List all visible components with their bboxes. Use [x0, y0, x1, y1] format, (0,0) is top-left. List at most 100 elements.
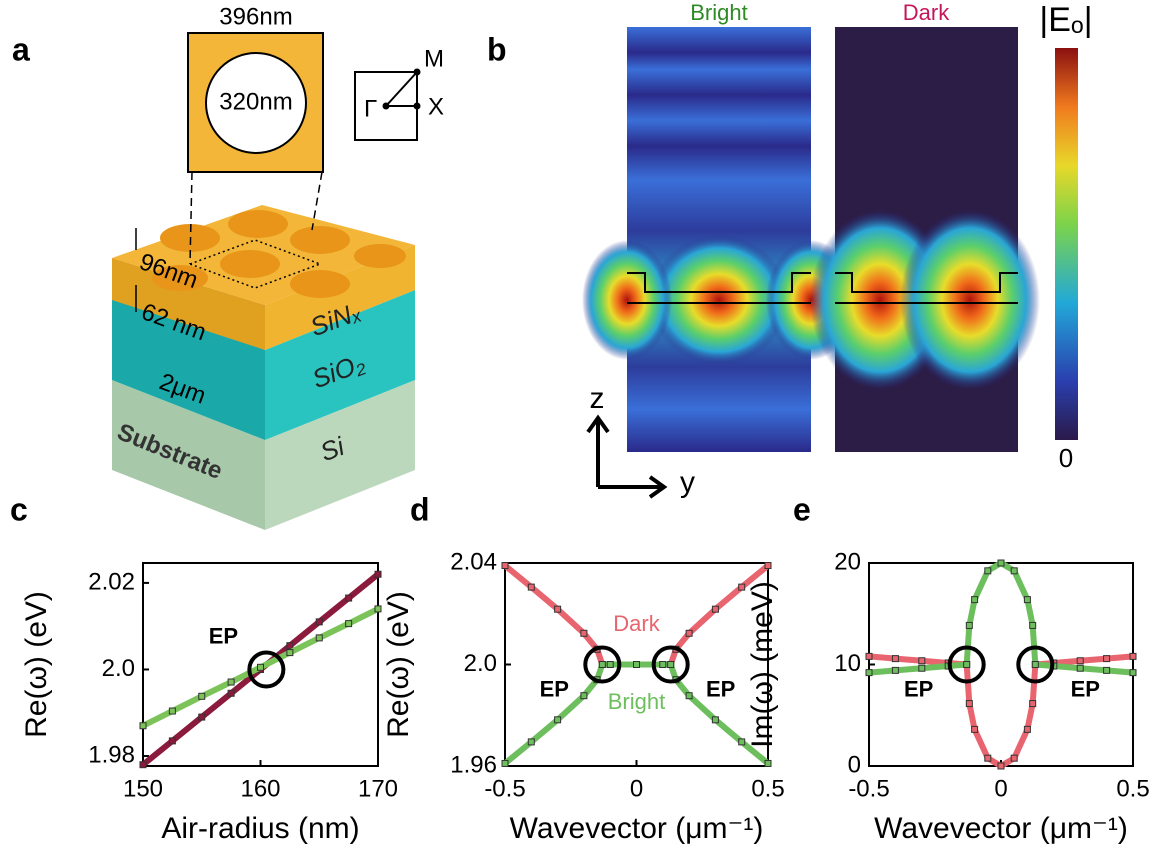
y-tick-label: 1.96 — [450, 751, 497, 778]
panel-letter: b — [487, 31, 507, 67]
series-marker — [198, 692, 206, 700]
series-marker — [374, 570, 382, 578]
series-marker — [971, 725, 979, 733]
ep-circle — [247, 650, 286, 689]
series-marker — [257, 663, 264, 671]
series-marker — [1129, 652, 1137, 660]
series-marker — [315, 634, 323, 642]
y-tick-label: 10 — [834, 650, 861, 677]
series-marker — [1023, 725, 1031, 733]
colorbar-label: |Eₒ| — [1039, 1, 1092, 39]
series-marker — [738, 583, 746, 591]
series-marker — [685, 692, 693, 700]
series-marker — [580, 692, 588, 700]
series-marker — [1103, 666, 1111, 674]
x-tick-label: 150 — [123, 775, 163, 802]
series-marker — [865, 669, 873, 677]
series-marker — [168, 737, 176, 745]
device-schematic — [112, 32, 421, 530]
plot-frame — [868, 562, 1134, 767]
series-marker — [963, 661, 971, 668]
series-marker — [168, 707, 176, 715]
series-marker — [606, 661, 614, 668]
series-marker — [764, 562, 772, 570]
series-marker — [345, 620, 353, 628]
ep-circle — [1016, 645, 1055, 684]
y-tick-label: 2.04 — [450, 548, 497, 575]
series-marker — [685, 629, 693, 637]
series-marker — [286, 642, 294, 650]
x-tick-label: 0 — [994, 775, 1007, 802]
series-marker — [1023, 596, 1031, 604]
series-marker — [1029, 700, 1037, 708]
x-axis-label: Air-radius (nm) — [161, 812, 359, 845]
series-marker — [554, 605, 562, 613]
panel-letter: c — [10, 491, 28, 527]
series-marker — [598, 661, 606, 668]
series-marker — [1029, 621, 1037, 629]
series-marker — [554, 716, 562, 724]
ep-label: EP — [209, 623, 238, 648]
series-marker — [738, 738, 746, 746]
series-marker — [984, 567, 992, 575]
ep-label: EP — [904, 676, 933, 701]
series-marker — [345, 594, 353, 602]
panel-letter: d — [410, 491, 430, 527]
y-tick-label: 20 — [834, 548, 861, 575]
y-tick-label: 0 — [848, 751, 861, 778]
panel-letter: a — [12, 31, 30, 67]
ep-circle — [651, 645, 690, 684]
bz-label: Γ — [364, 95, 377, 122]
series-marker — [711, 716, 719, 724]
series-marker — [501, 562, 509, 570]
y-axis-label: Im(ω) (meV) — [746, 581, 779, 748]
x-tick-label: 170 — [358, 775, 398, 802]
series-marker — [965, 700, 973, 708]
series-marker — [1031, 661, 1039, 668]
series-marker — [1076, 664, 1084, 672]
x-tick-label: 0 — [630, 775, 643, 802]
inset-hole: 320nm — [219, 88, 292, 115]
series-marker — [659, 661, 667, 668]
series-marker — [580, 629, 588, 637]
series-marker — [918, 664, 926, 672]
series-marker — [865, 652, 873, 660]
series-marker — [1076, 657, 1084, 665]
panel-letter: e — [793, 491, 811, 527]
x-tick-label: -0.5 — [848, 775, 889, 802]
y-axis-label: Re(ω) (eV) — [20, 591, 53, 738]
series-marker — [527, 738, 535, 746]
map-title: Dark — [903, 0, 950, 25]
series-marker — [764, 759, 772, 767]
series-marker — [918, 657, 926, 665]
series-marker — [711, 605, 719, 613]
series-marker — [997, 762, 1005, 770]
bz-label: X — [428, 93, 444, 120]
axis-label: z — [590, 382, 605, 415]
map-title: Bright — [690, 0, 747, 25]
y-tick-label: 2.02 — [88, 568, 135, 595]
ep-label: EP — [706, 676, 735, 701]
x-axis-label: Wavevector (μm⁻¹) — [510, 812, 764, 845]
series-label: Dark — [613, 611, 660, 636]
series-marker — [198, 713, 206, 721]
series-marker — [286, 649, 294, 657]
series-line — [868, 653, 1134, 769]
series-marker — [891, 655, 899, 663]
x-tick-label: 160 — [240, 775, 280, 802]
bz-label: M — [424, 45, 444, 72]
y-tick-label: 2.0 — [464, 650, 497, 677]
series-marker — [965, 621, 973, 629]
series-marker — [667, 661, 675, 668]
x-tick-label: -0.5 — [484, 775, 525, 802]
x-tick-label: 0.5 — [1116, 775, 1149, 802]
inset-size: 396nm — [219, 3, 292, 30]
series-marker — [139, 761, 147, 769]
colorbar-tick: 0 — [1059, 443, 1073, 473]
series-marker — [227, 678, 235, 686]
ep-label: EP — [540, 676, 569, 701]
x-tick-label: 0.5 — [751, 775, 784, 802]
axis-label: y — [680, 466, 695, 499]
series-marker — [527, 583, 535, 591]
